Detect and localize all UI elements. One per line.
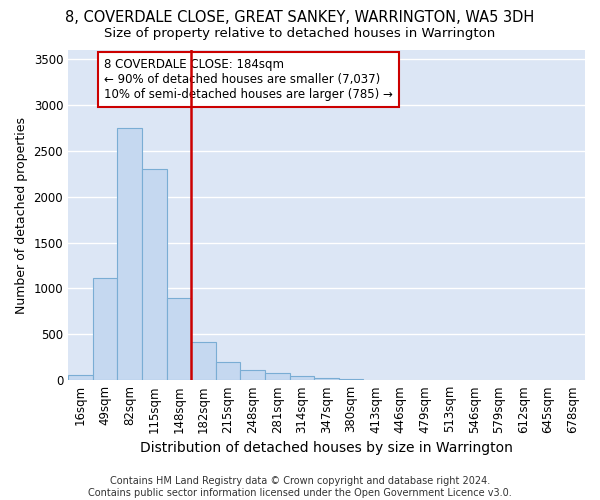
Text: Size of property relative to detached houses in Warrington: Size of property relative to detached ho… bbox=[104, 28, 496, 40]
Bar bbox=[339, 379, 364, 380]
Text: 8, COVERDALE CLOSE, GREAT SANKEY, WARRINGTON, WA5 3DH: 8, COVERDALE CLOSE, GREAT SANKEY, WARRIN… bbox=[65, 10, 535, 25]
Bar bbox=[68, 375, 92, 380]
Text: Contains HM Land Registry data © Crown copyright and database right 2024.
Contai: Contains HM Land Registry data © Crown c… bbox=[88, 476, 512, 498]
Bar bbox=[117, 128, 142, 380]
Bar bbox=[241, 370, 265, 380]
Bar bbox=[191, 342, 216, 380]
Bar bbox=[216, 362, 241, 380]
Y-axis label: Number of detached properties: Number of detached properties bbox=[15, 116, 28, 314]
Bar bbox=[167, 298, 191, 380]
Bar bbox=[92, 278, 117, 380]
Text: 8 COVERDALE CLOSE: 184sqm
← 90% of detached houses are smaller (7,037)
10% of se: 8 COVERDALE CLOSE: 184sqm ← 90% of detac… bbox=[104, 58, 393, 102]
Bar bbox=[290, 376, 314, 380]
Bar bbox=[142, 169, 167, 380]
X-axis label: Distribution of detached houses by size in Warrington: Distribution of detached houses by size … bbox=[140, 441, 513, 455]
Bar bbox=[265, 373, 290, 380]
Bar bbox=[314, 378, 339, 380]
